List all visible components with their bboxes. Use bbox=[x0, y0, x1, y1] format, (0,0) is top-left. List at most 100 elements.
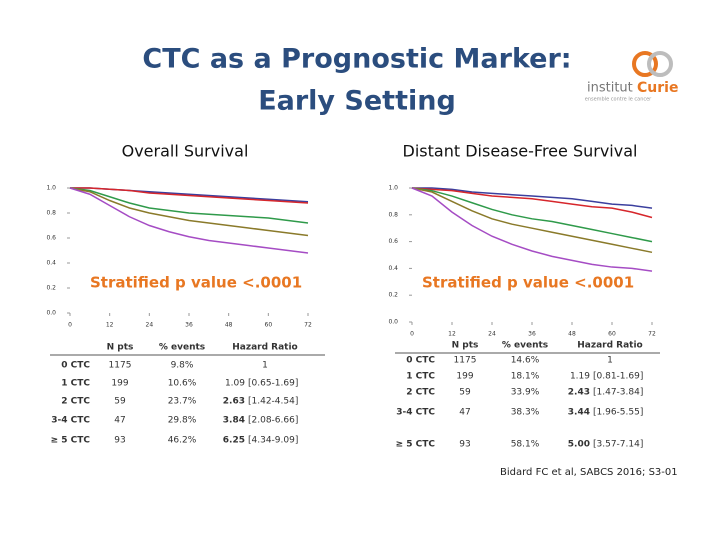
chart-title: Distant Disease-Free Survival bbox=[403, 142, 638, 161]
pct-events: 33.9% bbox=[511, 388, 540, 398]
x-tick-label: 48 bbox=[225, 322, 233, 329]
logo-prefix: institut bbox=[587, 81, 633, 96]
y-tick-label: 0.6 bbox=[46, 235, 56, 242]
pct-events: 46.2% bbox=[168, 436, 197, 446]
x-tick-label: 24 bbox=[488, 331, 496, 338]
y-tick-label: 0.6 bbox=[388, 238, 398, 245]
x-tick-label: 48 bbox=[568, 331, 576, 338]
row-label: 2 CTC bbox=[61, 397, 90, 407]
n-pts: 47 bbox=[114, 416, 125, 426]
pct-events: 9.8% bbox=[171, 361, 194, 371]
slide-title: Early Setting bbox=[258, 86, 456, 117]
n-pts: 199 bbox=[111, 379, 128, 389]
survival-curve bbox=[411, 187, 653, 254]
n-pts: 59 bbox=[114, 397, 126, 407]
y-tick-label: 0.2 bbox=[388, 292, 398, 299]
y-tick-label: 0.0 bbox=[388, 319, 398, 326]
x-tick-label: 24 bbox=[146, 322, 154, 329]
row-label: 3-4 CTC bbox=[51, 416, 90, 426]
pct-events: 29.8% bbox=[168, 416, 197, 426]
hazard-ratio: 2.63 bbox=[223, 397, 245, 407]
confidence-interval: [4.34-9.09] bbox=[248, 436, 298, 446]
x-tick-label: 12 bbox=[448, 331, 456, 338]
pct-events: 58.1% bbox=[511, 440, 540, 450]
hazard-ratio: 1.19 bbox=[570, 372, 590, 382]
survival-curve bbox=[412, 187, 653, 209]
y-tick-label: 0.8 bbox=[46, 210, 56, 217]
x-tick-label: 12 bbox=[106, 322, 114, 329]
confidence-interval: [0.81-1.69] bbox=[593, 372, 643, 382]
hazard-ratio: 6.25 bbox=[223, 436, 245, 446]
row-label: ≥ 5 CTC bbox=[396, 440, 436, 450]
row-label: 0 CTC bbox=[406, 356, 435, 366]
table-header: N pts bbox=[452, 341, 479, 351]
pct-events: 14.6% bbox=[511, 356, 540, 366]
pct-events: 23.7% bbox=[168, 397, 197, 407]
y-tick-label: 0.4 bbox=[46, 260, 56, 267]
row-label: 3-4 CTC bbox=[396, 408, 435, 418]
y-tick-label: 0.2 bbox=[46, 285, 56, 292]
row-label: ≥ 5 CTC bbox=[51, 436, 91, 446]
confidence-interval: [1.47-3.84] bbox=[593, 388, 643, 398]
table-header: % events bbox=[159, 343, 205, 353]
n-pts: 1175 bbox=[109, 361, 132, 371]
n-pts: 93 bbox=[459, 440, 470, 450]
confidence-interval: [3.57-7.14] bbox=[593, 440, 643, 450]
p-value-annotation: Stratified p value <.0001 bbox=[422, 274, 634, 292]
logo: institut Curie ensemble contre le cancer bbox=[585, 51, 678, 103]
table-header: Hazard Ratio bbox=[232, 343, 298, 353]
logo-ring bbox=[632, 51, 658, 77]
x-tick-label: 0 bbox=[68, 322, 72, 329]
survival-curve bbox=[411, 187, 653, 243]
slide-title: CTC as a Prognostic Marker: bbox=[142, 44, 571, 75]
logo-ring bbox=[647, 51, 673, 77]
hazard-ratio: 1.09 bbox=[225, 379, 245, 389]
survival-curve bbox=[69, 187, 309, 224]
pct-events: 18.1% bbox=[511, 372, 540, 382]
row-label: 1 CTC bbox=[406, 372, 435, 382]
x-tick-label: 72 bbox=[304, 322, 312, 329]
survival-curve bbox=[411, 187, 653, 272]
y-tick-label: 1.0 bbox=[46, 185, 56, 192]
chart-title: Overall Survival bbox=[122, 142, 249, 161]
hazard-ratio: 1 bbox=[607, 356, 613, 366]
hazard-ratio: 3.44 bbox=[568, 408, 590, 418]
n-pts: 47 bbox=[459, 408, 470, 418]
survival-curve bbox=[70, 187, 309, 204]
n-pts: 93 bbox=[114, 436, 125, 446]
table-header: Hazard Ratio bbox=[577, 341, 643, 351]
x-tick-label: 36 bbox=[528, 331, 536, 338]
table-header: N pts bbox=[107, 343, 134, 353]
hazard-ratio: 2.43 bbox=[568, 388, 590, 398]
hazard-ratio: 3.84 bbox=[223, 416, 245, 426]
survival-curve bbox=[411, 187, 653, 219]
confidence-interval: [0.65-1.69] bbox=[248, 379, 298, 389]
survival-curve bbox=[69, 187, 309, 254]
confidence-interval: [1.42-4.54] bbox=[248, 397, 298, 407]
hazard-ratio: 1 bbox=[262, 361, 268, 371]
row-label: 2 CTC bbox=[406, 388, 435, 398]
n-pts: 1175 bbox=[454, 356, 477, 366]
x-tick-label: 60 bbox=[265, 322, 273, 329]
pct-events: 10.6% bbox=[168, 379, 197, 389]
confidence-interval: [2.08-6.66] bbox=[248, 416, 298, 426]
row-label: 0 CTC bbox=[61, 361, 90, 371]
citation: Bidard FC et al, SABCS 2016; S3-01 bbox=[500, 467, 678, 478]
x-tick-label: 60 bbox=[608, 331, 616, 338]
hazard-ratio: 5.00 bbox=[568, 440, 590, 450]
y-tick-label: 0.4 bbox=[388, 265, 398, 272]
n-pts: 59 bbox=[459, 388, 471, 398]
y-tick-label: 1.0 bbox=[388, 185, 398, 192]
table-header: % events bbox=[502, 341, 548, 351]
row-label: 1 CTC bbox=[61, 379, 90, 389]
pct-events: 38.3% bbox=[511, 408, 540, 418]
y-tick-label: 0.8 bbox=[388, 211, 398, 218]
logo-name: Curie bbox=[637, 80, 678, 96]
x-tick-label: 36 bbox=[185, 322, 193, 329]
n-pts: 199 bbox=[456, 372, 473, 382]
logo-tagline: ensemble contre le cancer bbox=[585, 97, 652, 103]
x-tick-label: 72 bbox=[648, 331, 656, 338]
p-value-annotation: Stratified p value <.0001 bbox=[90, 274, 302, 292]
y-tick-label: 0.0 bbox=[46, 310, 56, 317]
